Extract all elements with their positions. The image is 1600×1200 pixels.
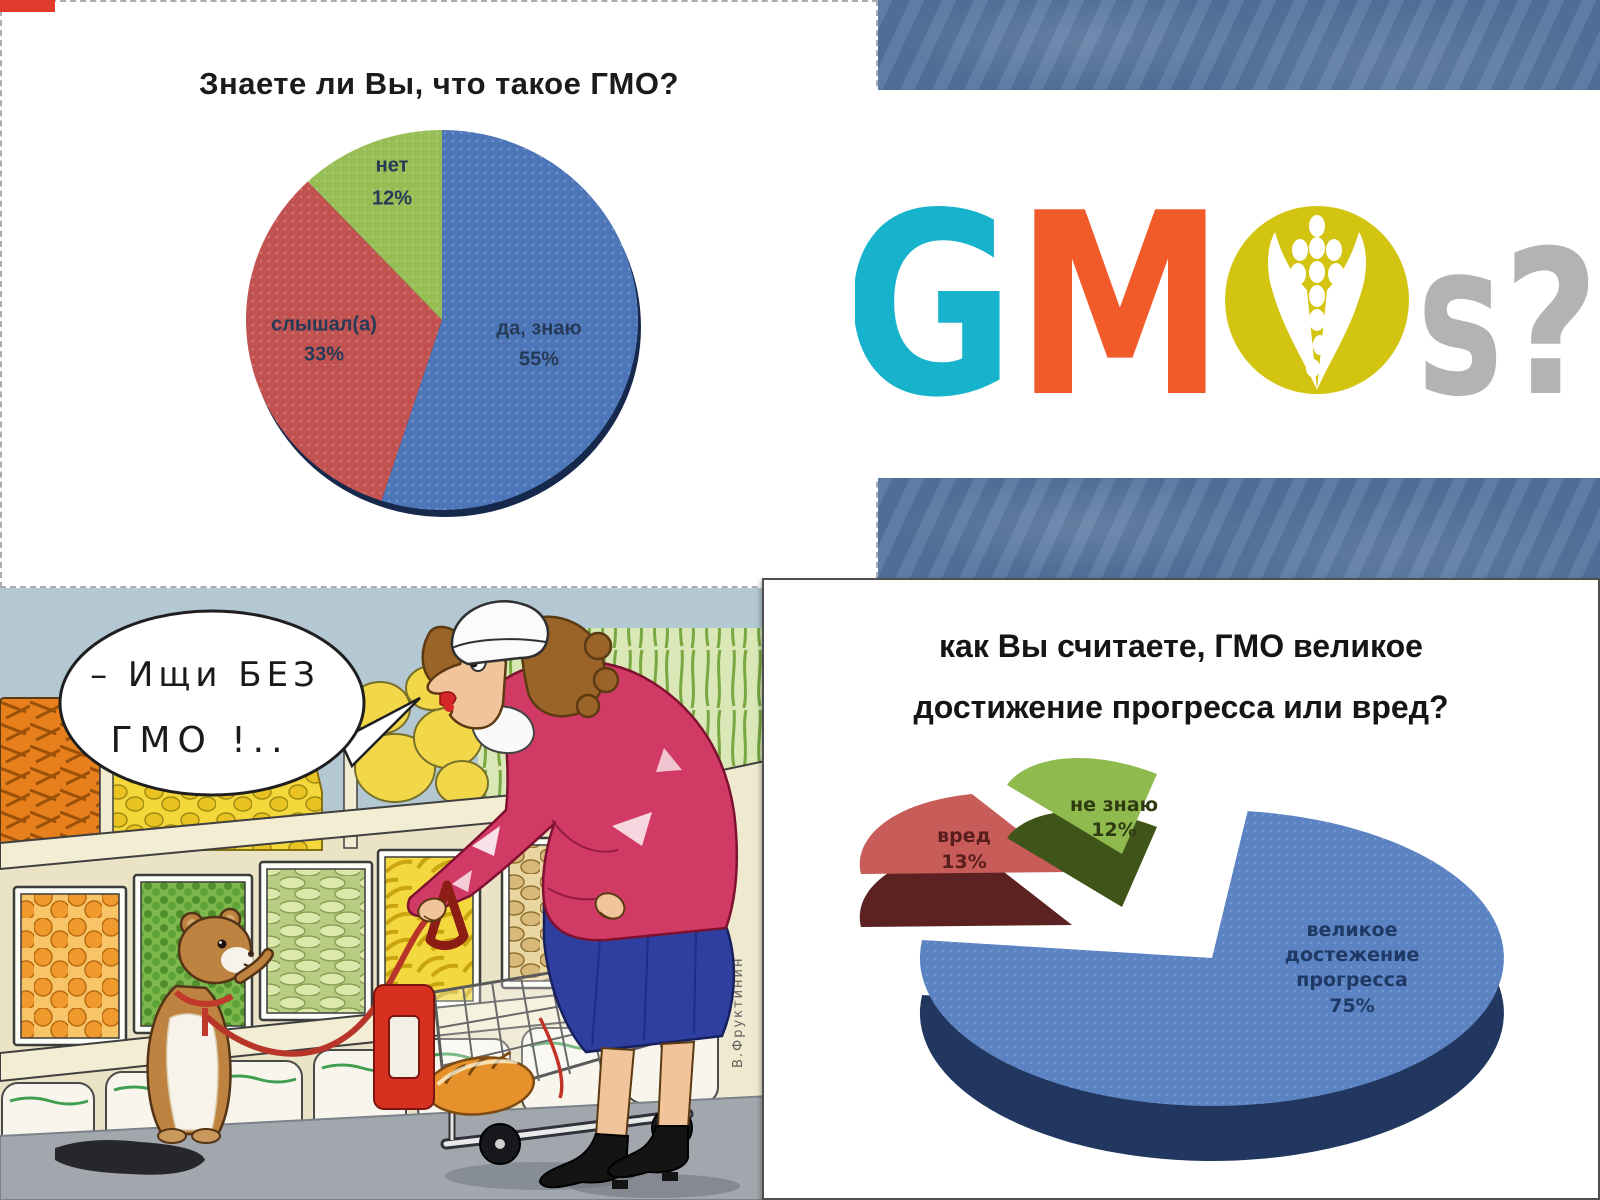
artist-signature: В.Фруктинин — [731, 956, 746, 1068]
boot-front — [538, 1132, 630, 1189]
slice-value-slyshal: 33% — [303, 343, 345, 366]
chart2-title-line1: как Вы считаете, ГМО великое — [939, 628, 1423, 664]
speech-bubble: – Ищи БЕЗ ГМО !.. — [58, 609, 421, 797]
label-progress-2: достежение — [1285, 944, 1420, 966]
jacket — [406, 659, 739, 942]
cartoon-panel: – Ищи БЕЗ ГМО !.. В.Фруктинин — [0, 588, 770, 1200]
gmo-logo: G M s ? — [855, 160, 1599, 453]
chart2-title-line2: достижение прогресса или вред? — [913, 689, 1449, 725]
panel-chart1: Знаете ли Вы, что такое ГМО? нет 12% слы… — [0, 0, 878, 588]
logo-letter-g: G — [855, 160, 1015, 453]
label-neznayu-pct: 12% — [1091, 819, 1136, 841]
logo-letter-m: M — [1015, 160, 1225, 453]
woman — [406, 600, 739, 1189]
gmo-logo-strip: G M s ? — [855, 90, 1600, 478]
cap — [450, 600, 550, 666]
label-progress-1: великое — [1307, 919, 1398, 941]
slice-vred-top — [859, 794, 1072, 874]
face — [426, 642, 508, 730]
corner-red-sliver — [0, 0, 55, 12]
slice-neznayu-top — [1007, 758, 1157, 854]
slice-label-znayu: да, знаю — [496, 317, 582, 340]
label-vred: вред — [937, 825, 991, 847]
speech-text-line1: – Ищи БЕЗ — [90, 655, 320, 695]
label-progress-3: прогресса — [1296, 969, 1408, 991]
hamster-harness — [173, 989, 234, 1036]
logo-letter-s: s — [1417, 196, 1503, 443]
bread-loaf — [424, 1051, 536, 1116]
panel-chart2: как Вы считаете, ГМО великое достижение … — [762, 578, 1600, 1200]
slice-progress-texture — [919, 811, 1504, 1106]
blue-band-middle — [878, 478, 1600, 585]
chart2-pie3d: вред 13% не знаю 12% великое достежение … — [859, 758, 1504, 1161]
lips — [439, 691, 457, 707]
chart2-title: как Вы считаете, ГМО великое достижение … — [764, 616, 1598, 738]
leash — [203, 913, 433, 1057]
speech-text-line2: ГМО !.. — [110, 720, 289, 761]
slice-label-net: нет — [375, 154, 409, 177]
blue-band-top — [878, 0, 1600, 90]
label-neznayu: не знаю — [1070, 794, 1158, 816]
chart1-title: Знаете ли Вы, что такое ГМО? — [199, 66, 679, 101]
hands — [417, 892, 626, 923]
cartoon-scene: – Ищи БЕЗ ГМО !.. В.Фруктинин — [0, 588, 770, 1200]
logo-question-mark: ? — [1503, 208, 1599, 441]
slice-label-slyshal: слышал(а) — [271, 313, 377, 336]
hamster-shadow — [55, 1140, 205, 1175]
slice-value-znayu: 55% — [518, 348, 560, 371]
leash-loop — [425, 880, 469, 950]
label-progress-pct: 75% — [1329, 995, 1374, 1017]
boot-back — [606, 1125, 689, 1179]
pie-texture — [246, 130, 638, 510]
chart1-pie — [245, 130, 641, 517]
corn-icon — [1268, 215, 1366, 390]
label-vred-pct: 13% — [941, 851, 986, 873]
slice-value-net: 12% — [371, 187, 413, 210]
